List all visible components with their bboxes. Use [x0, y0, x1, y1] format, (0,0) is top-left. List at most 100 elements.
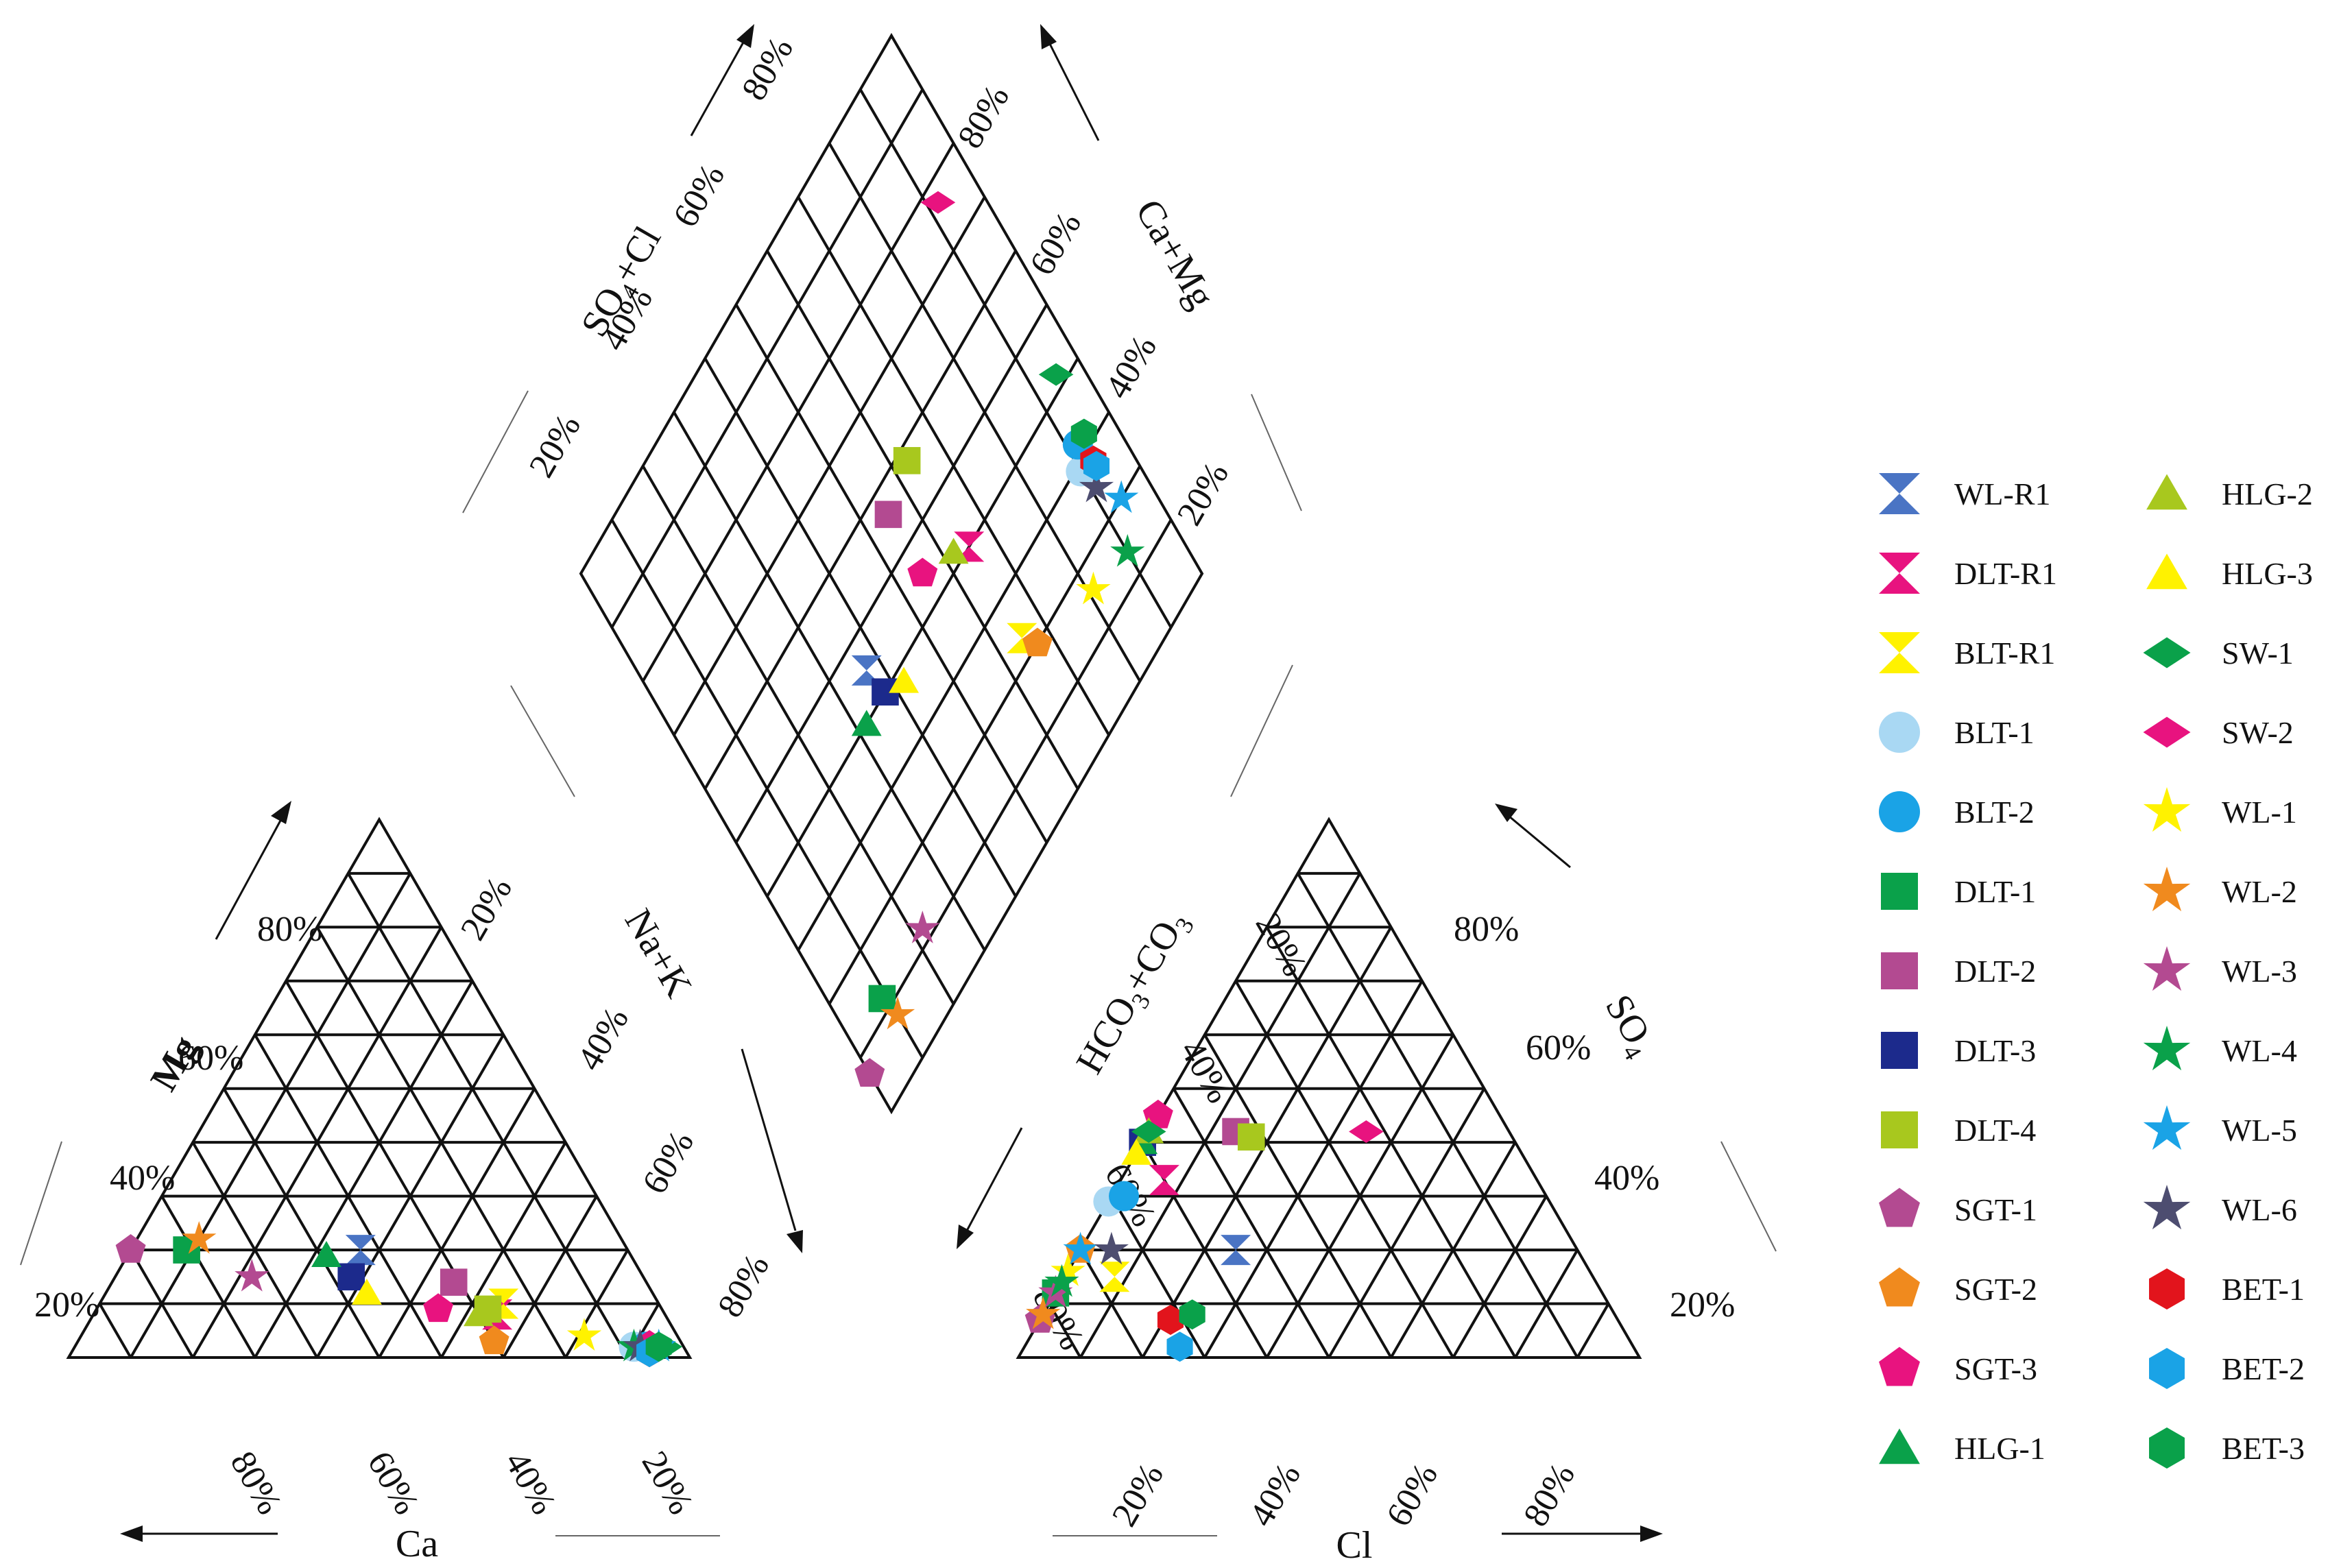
- star-icon: [2143, 867, 2191, 912]
- hourglass-icon: [1879, 632, 1920, 673]
- tick-label: 40%: [1594, 1159, 1659, 1198]
- legend-label: SW-1: [2222, 636, 2294, 671]
- divider-line: [462, 390, 529, 514]
- triangle-icon: [1879, 1428, 1920, 1464]
- legend-item: WL-6: [2143, 1185, 2297, 1230]
- arrow-nak-icon: [741, 1048, 803, 1253]
- arrow-hco3-icon: [957, 1127, 1023, 1249]
- legend-label: WL-6: [2222, 1192, 2297, 1227]
- legend-label: SGT-2: [1954, 1272, 2037, 1307]
- hourglass-icon: [1879, 473, 1920, 514]
- tick-label: 60%: [1526, 1028, 1591, 1068]
- diamond-grid-line: [766, 250, 1079, 790]
- tick-label: 20%: [522, 408, 588, 484]
- diamond-grid-line: [859, 88, 1173, 629]
- sample-hlg-1-marker: [311, 1241, 341, 1267]
- cation-triangle-grid-line: [160, 1195, 256, 1358]
- anion-triangle-grid-line: [1203, 980, 1424, 1358]
- diamond-grid-line: [704, 250, 1017, 790]
- tick-label: 80%: [710, 1248, 777, 1324]
- star-icon: [2143, 787, 2191, 832]
- tick-label: 80%: [1454, 910, 1519, 949]
- legend-item: BLT-1: [1879, 712, 2035, 753]
- sample-bet-1-marker: [1157, 1305, 1184, 1336]
- hexagon-icon: [2149, 1348, 2185, 1389]
- sample-wl-2-marker: [182, 1220, 217, 1254]
- hourglass-icon: [1879, 553, 1920, 594]
- legend-item: SW-1: [2143, 636, 2294, 671]
- triangle-icon: [2146, 553, 2187, 590]
- triangle-icon: [2146, 474, 2187, 510]
- tick-label: 20%: [453, 871, 520, 947]
- square-icon: [1881, 1032, 1918, 1069]
- diagram-grid: [66, 32, 1642, 1359]
- tick-label: 40%: [110, 1159, 175, 1198]
- sample-sw-2-marker: [920, 191, 956, 214]
- sample-wl-3-marker: [235, 1258, 269, 1292]
- legend-item: SGT-2: [1879, 1267, 2037, 1307]
- tick-label: 60%: [666, 158, 732, 234]
- tick-label: 60%: [178, 1039, 243, 1078]
- cation-triangle-grid-line: [378, 1087, 536, 1359]
- arrow-mg-icon: [215, 801, 291, 940]
- cl-axis-title: Cl: [1336, 1524, 1373, 1567]
- anion-triangle-grid-line: [1172, 1087, 1330, 1359]
- sample-wl-2-marker: [880, 996, 915, 1030]
- legend-label: WL-5: [2222, 1113, 2297, 1148]
- legend-label: DLT-1: [1954, 874, 2036, 909]
- legend-label: HLG-1: [1954, 1431, 2045, 1466]
- tick-label: 80%: [1516, 1457, 1583, 1533]
- arrow-camg-icon: [1040, 24, 1100, 141]
- cation-triangle-grid-line: [285, 980, 505, 1359]
- pentagon-icon: [1879, 1347, 1920, 1386]
- legend-item: DLT-1: [1881, 873, 2036, 910]
- tick-label: 60%: [360, 1445, 427, 1521]
- nak-axis-title: Na+K: [616, 902, 700, 1005]
- sample-dlt-4-marker: [893, 447, 921, 474]
- tick-label: 40%: [570, 1001, 636, 1077]
- square-icon: [1881, 1111, 1918, 1148]
- legend-label: BET-1: [2222, 1272, 2305, 1307]
- legend-item: SW-2: [2143, 715, 2294, 750]
- sample-wl-1-marker: [566, 1318, 602, 1351]
- divider-line: [1720, 1141, 1777, 1252]
- sample-bet-3-marker: [645, 1331, 672, 1362]
- legend-item: DLT-R1: [1879, 553, 2057, 594]
- cation-triangle-grid-line: [254, 1034, 443, 1359]
- diamond-grid-line: [734, 304, 1048, 843]
- arrow-so4-icon: [1495, 804, 1571, 869]
- diamond-icon: [2143, 716, 2191, 748]
- hexagon-icon: [2149, 1427, 2185, 1469]
- sample-wl-3-marker: [905, 910, 940, 943]
- tick-label: 20%: [1105, 1457, 1171, 1533]
- square-icon: [1881, 952, 1918, 989]
- diamond-grid-line: [673, 196, 986, 736]
- legend-label: BET-3: [2222, 1431, 2305, 1466]
- sample-hlg-3-marker: [351, 1278, 382, 1305]
- sample-wl-5-marker: [1104, 480, 1139, 514]
- sample-sgt-1-marker: [854, 1058, 885, 1087]
- sample-sgt-2-marker: [1022, 627, 1053, 657]
- sample-wl-6-marker: [1094, 1231, 1129, 1265]
- sample-bet-2-marker: [1083, 450, 1110, 481]
- camg-axis-title: Ca+Mg: [1127, 193, 1223, 316]
- cation-nak-ticks: 20% 40% 60% 80%: [453, 871, 777, 1324]
- legend-label: HLG-3: [2222, 556, 2313, 591]
- anion-triangle-grid-line: [1234, 980, 1454, 1358]
- legend-item: SGT-1: [1879, 1187, 2037, 1227]
- divider-line: [510, 685, 575, 797]
- sample-wl-4-marker: [1110, 533, 1145, 567]
- sample-points: [115, 191, 1384, 1368]
- sample-sgt-3-marker: [423, 1293, 454, 1323]
- legend-label: SGT-1: [1954, 1192, 2037, 1227]
- diamond-grid-line: [610, 88, 924, 629]
- cation-triangle-grid-line: [315, 926, 567, 1359]
- legend-label: BLT-1: [1954, 715, 2035, 750]
- legend-item: BLT-R1: [1879, 632, 2055, 673]
- star-icon: [2143, 1185, 2191, 1230]
- cation-ca-ticks: 80% 60% 40% 20%: [223, 1445, 701, 1521]
- sample-wl-r1-marker: [1221, 1235, 1251, 1266]
- sample-hlg-3-marker: [889, 666, 920, 693]
- legend-item: HLG-3: [2146, 553, 2313, 591]
